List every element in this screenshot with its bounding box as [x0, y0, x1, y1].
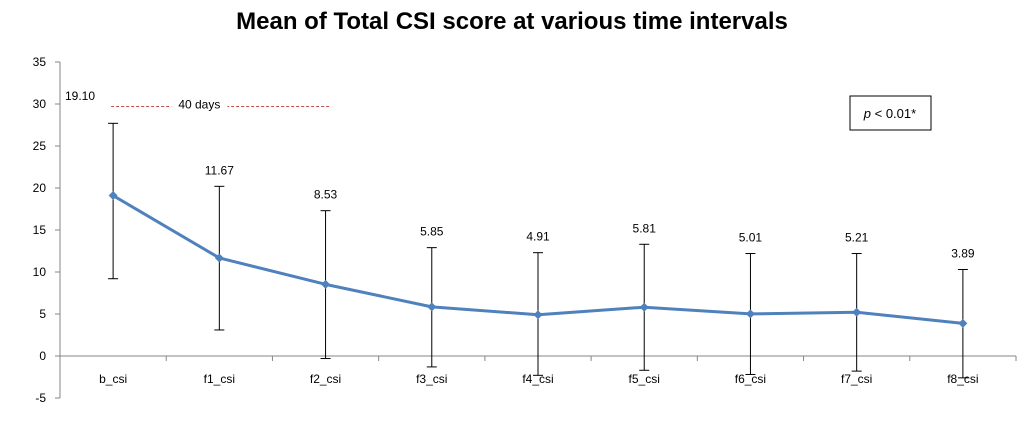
- data-point: [958, 318, 968, 328]
- y-tick-label: 25: [33, 139, 47, 153]
- x-tick-label: f8_csi: [947, 372, 978, 386]
- x-tick-label: f4_csi: [522, 372, 553, 386]
- data-label: 5.21: [845, 231, 869, 245]
- data-label: 8.53: [314, 188, 338, 202]
- y-tick-label: 10: [33, 265, 47, 279]
- interval-label-bg: [171, 96, 228, 111]
- x-tick-label: f6_csi: [735, 372, 766, 386]
- y-tick-label: -5: [35, 391, 46, 405]
- data-point: [427, 302, 437, 312]
- y-tick-label: 20: [33, 181, 47, 195]
- interval-label: 40 days: [178, 98, 220, 112]
- x-tick-label: f7_csi: [841, 372, 872, 386]
- data-point: [214, 253, 224, 263]
- x-tick-label: f1_csi: [204, 372, 235, 386]
- x-tick-label: f3_csi: [416, 372, 447, 386]
- data-point: [745, 309, 755, 319]
- data-label: 5.01: [739, 231, 763, 245]
- data-label: 3.89: [951, 246, 975, 260]
- y-tick-label: 0: [39, 349, 46, 363]
- data-label: 5.81: [633, 221, 657, 235]
- data-label: 4.91: [526, 230, 550, 244]
- y-tick-label: 30: [33, 97, 47, 111]
- data-labels: 19.10 11.67 8.53 5.85 4.91 5.81 5.01 5.21 3.89: [65, 89, 975, 260]
- significance-box: [849, 95, 932, 131]
- data-point: [321, 279, 331, 289]
- annotations: 40 days p < 0.01*: [111, 95, 932, 131]
- chart-title: Mean of Total CSI score at various time …: [236, 8, 788, 35]
- data-point: [852, 307, 862, 317]
- data-point: [639, 302, 649, 312]
- data-point: [108, 191, 118, 201]
- error-bars: [108, 122, 968, 379]
- data-label: 11.67: [205, 163, 234, 177]
- data-label: 5.85: [420, 225, 444, 239]
- x-tick-label: b_csi: [99, 372, 127, 386]
- significance-text: p < 0.01*: [863, 106, 916, 121]
- x-tick-label: f2_csi: [310, 372, 341, 386]
- x-tick-label: f5_csi: [629, 372, 660, 386]
- y-tick-label: 5: [39, 307, 46, 321]
- series-group: [108, 191, 968, 328]
- data-point: [533, 310, 543, 320]
- data-label: 19.10: [65, 89, 95, 103]
- y-tick-label: 35: [33, 55, 47, 69]
- y-tick-label: 15: [33, 223, 47, 237]
